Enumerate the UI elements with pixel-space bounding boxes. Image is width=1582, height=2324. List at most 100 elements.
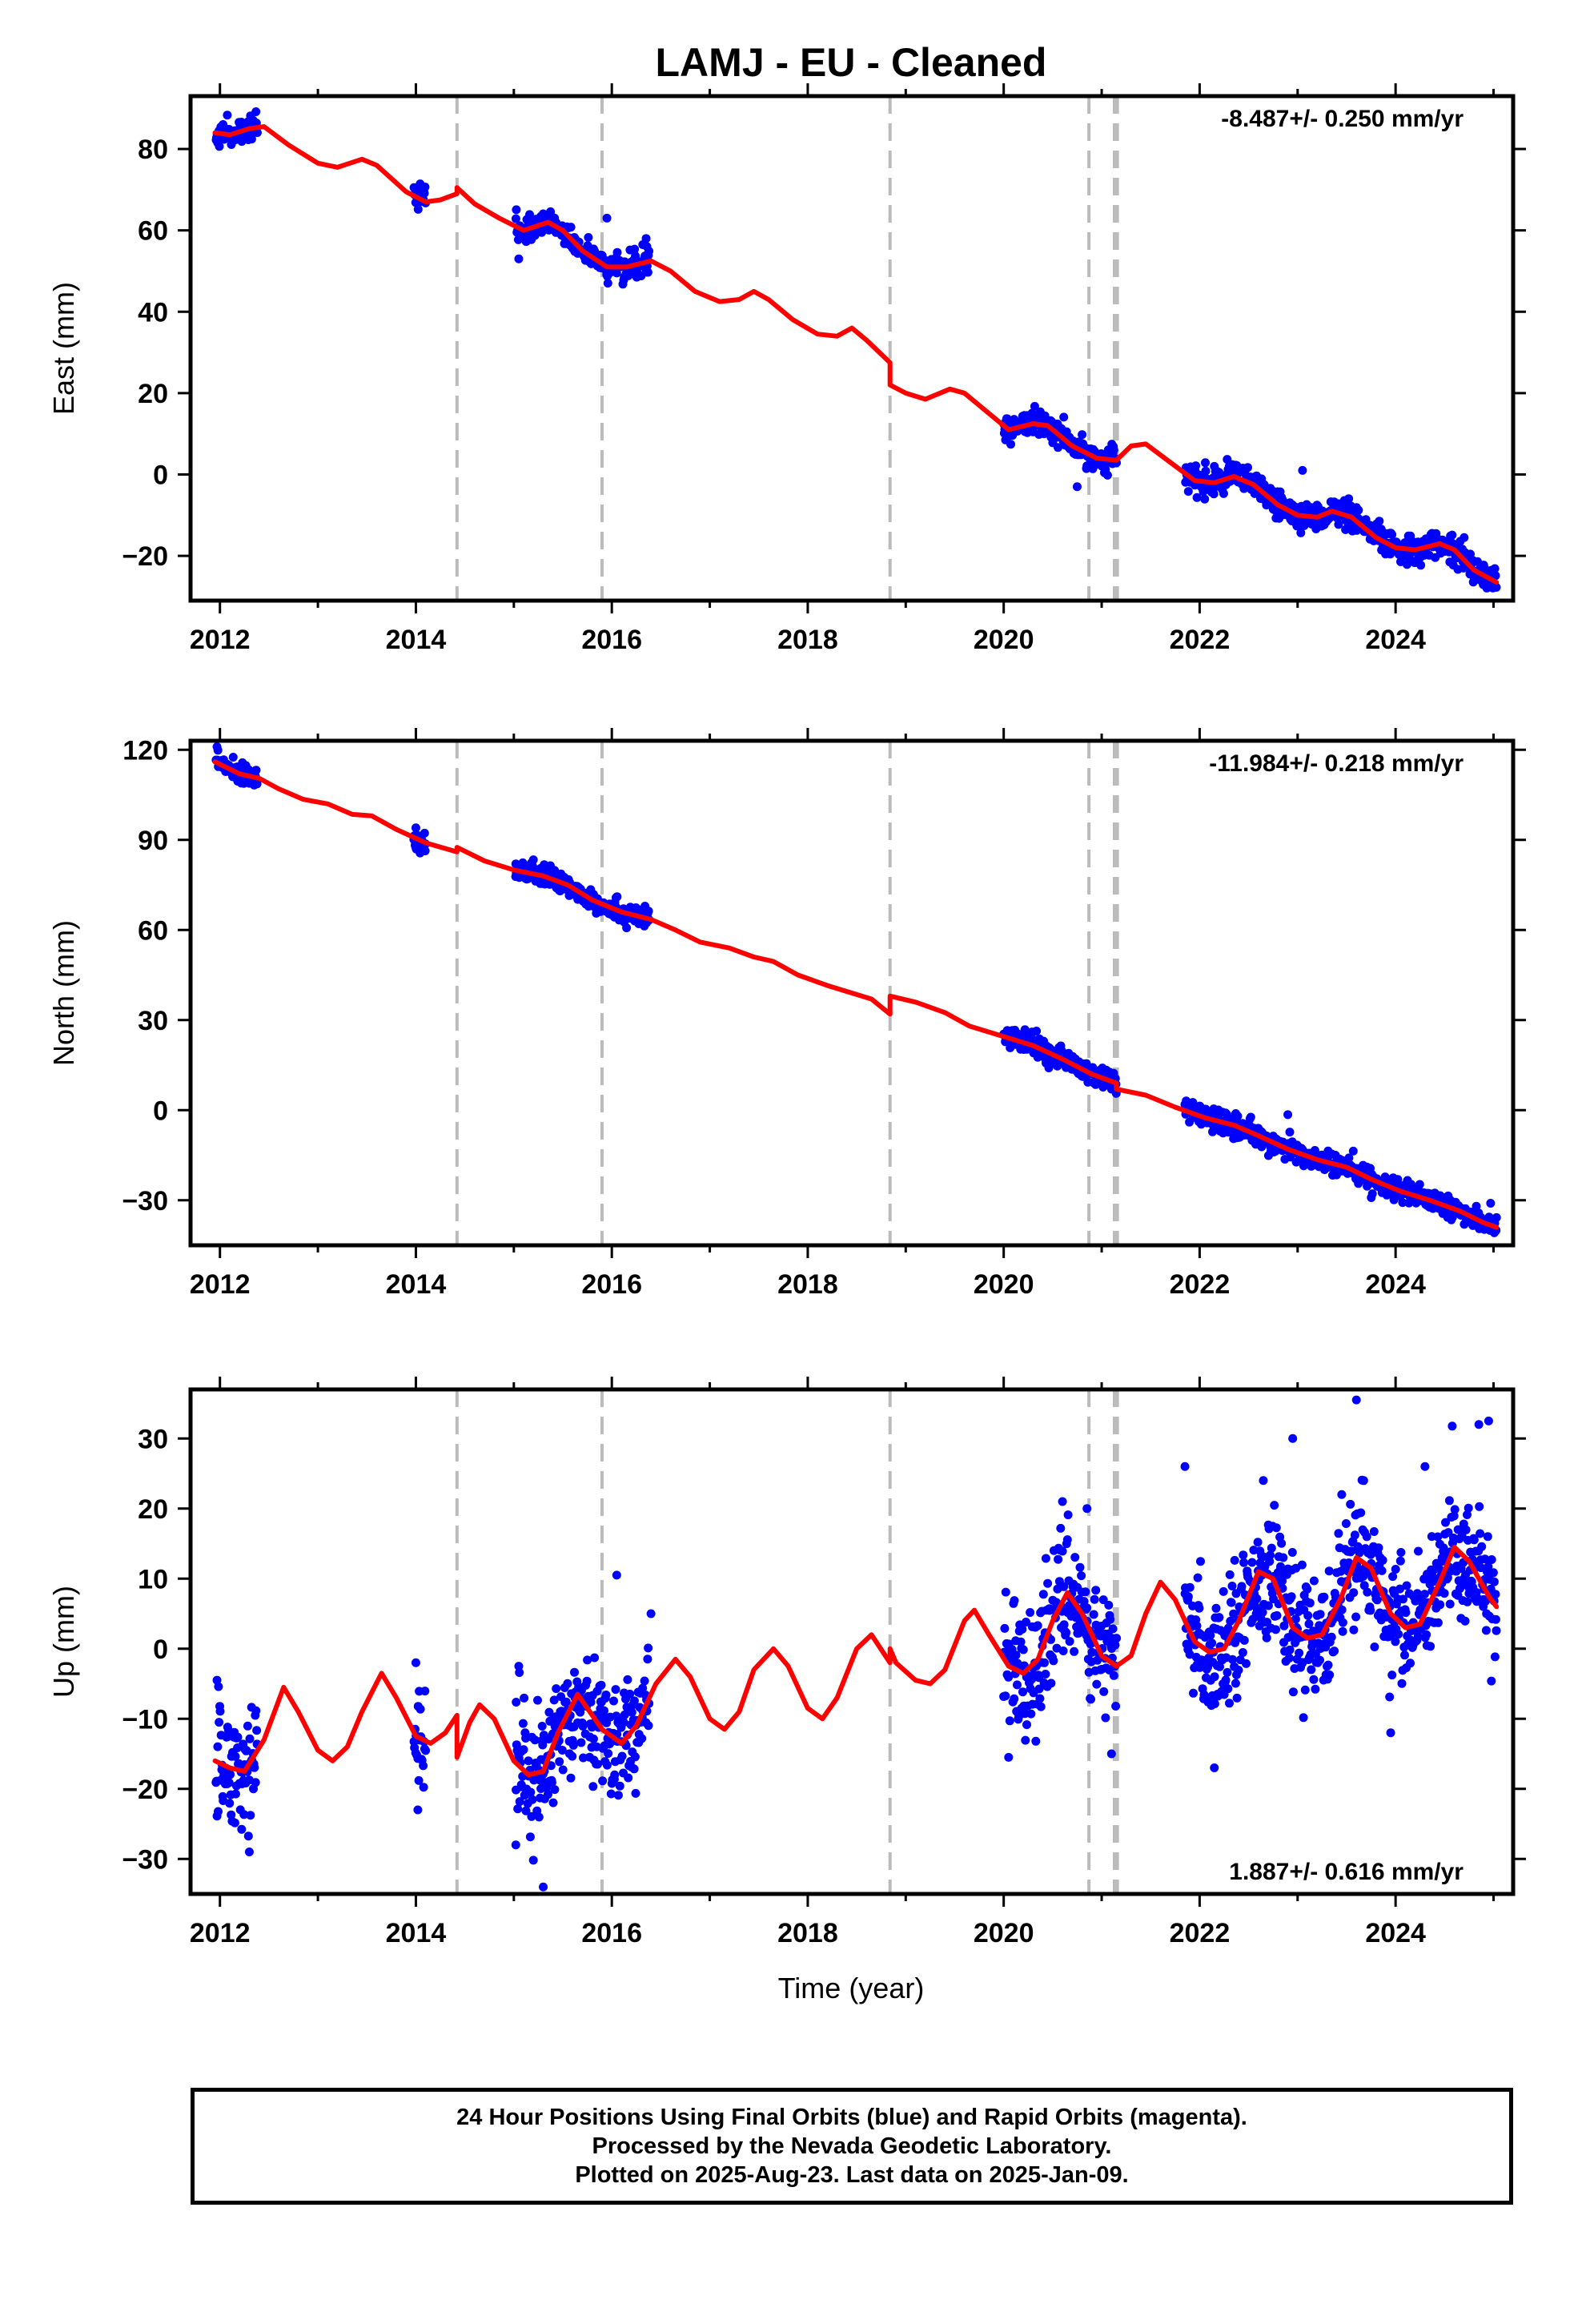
data-point bbox=[1354, 505, 1363, 515]
data-point bbox=[629, 1764, 639, 1774]
data-point bbox=[1018, 1645, 1028, 1655]
data-point bbox=[215, 1718, 224, 1727]
data-point bbox=[1004, 1752, 1014, 1762]
data-point bbox=[1435, 1600, 1445, 1610]
data-point bbox=[598, 1776, 608, 1786]
x-tick-label: 2012 bbox=[190, 1269, 251, 1300]
up-y-axis-label: Up (mm) bbox=[47, 1586, 80, 1698]
y-tick-label: −30 bbox=[122, 1844, 168, 1875]
data-point bbox=[1464, 1503, 1473, 1513]
x-tick-label: 2024 bbox=[1365, 1918, 1426, 1948]
data-point bbox=[1363, 1587, 1372, 1597]
data-point bbox=[561, 1697, 571, 1707]
data-point bbox=[1285, 1128, 1295, 1137]
data-point bbox=[643, 1655, 652, 1664]
data-point bbox=[622, 923, 632, 933]
data-point bbox=[1367, 1189, 1377, 1199]
data-point bbox=[543, 1790, 552, 1799]
data-point bbox=[1359, 1581, 1369, 1590]
data-point bbox=[613, 1791, 623, 1800]
data-point bbox=[555, 1757, 564, 1767]
data-point bbox=[588, 1782, 598, 1791]
data-point bbox=[546, 1761, 556, 1771]
data-point bbox=[1420, 1462, 1430, 1471]
data-point bbox=[1111, 1702, 1121, 1711]
data-point bbox=[1092, 1679, 1102, 1689]
data-point bbox=[252, 1726, 262, 1735]
data-point bbox=[1287, 1548, 1297, 1557]
x-tick-label: 2014 bbox=[386, 1269, 447, 1300]
data-point bbox=[538, 1740, 548, 1750]
x-tick-label: 2016 bbox=[581, 1269, 642, 1300]
data-point bbox=[413, 204, 423, 214]
data-point bbox=[643, 267, 652, 277]
data-point bbox=[1491, 1614, 1500, 1624]
data-point bbox=[617, 1751, 627, 1761]
data-point bbox=[1258, 1607, 1267, 1617]
data-point bbox=[1480, 1554, 1490, 1564]
data-point bbox=[638, 1683, 648, 1693]
data-point bbox=[1272, 1610, 1282, 1620]
y-tick-label: 90 bbox=[138, 826, 168, 856]
x-tick-label: 2018 bbox=[777, 625, 838, 655]
data-point bbox=[1239, 1558, 1249, 1567]
data-point bbox=[1344, 1153, 1354, 1163]
data-point bbox=[1070, 1647, 1079, 1656]
data-point bbox=[624, 1773, 633, 1783]
east-data-layer bbox=[211, 107, 1501, 593]
x-tick-label: 2016 bbox=[581, 625, 642, 655]
data-point bbox=[1395, 1556, 1405, 1566]
data-point bbox=[1351, 1395, 1361, 1405]
data-point bbox=[563, 1679, 572, 1688]
data-point bbox=[420, 828, 429, 838]
data-point bbox=[1474, 1420, 1484, 1429]
x-tick-label: 2022 bbox=[1170, 625, 1231, 655]
data-point bbox=[421, 1746, 431, 1755]
y-tick-label: 60 bbox=[138, 216, 168, 247]
data-point bbox=[610, 1770, 620, 1779]
data-point bbox=[1369, 1527, 1379, 1536]
data-point bbox=[1079, 1597, 1089, 1606]
data-point bbox=[1219, 489, 1228, 498]
data-point bbox=[1309, 1675, 1319, 1684]
data-point bbox=[644, 907, 653, 916]
data-point bbox=[1341, 1519, 1351, 1528]
data-point bbox=[1380, 1172, 1390, 1182]
data-point bbox=[1223, 1623, 1233, 1633]
data-point bbox=[514, 1662, 524, 1671]
data-point bbox=[1098, 1595, 1108, 1605]
data-point bbox=[251, 1706, 261, 1715]
data-point bbox=[1288, 1433, 1298, 1443]
data-point bbox=[537, 1722, 547, 1731]
data-point bbox=[1104, 1600, 1114, 1610]
east-rate-label: -8.487+/- 0.250 mm/yr bbox=[1221, 106, 1464, 132]
data-point bbox=[1419, 1590, 1429, 1599]
data-point bbox=[414, 1775, 424, 1785]
data-point bbox=[1101, 1713, 1110, 1723]
data-point bbox=[1086, 1695, 1095, 1704]
data-point bbox=[1492, 582, 1501, 592]
data-point bbox=[1279, 1621, 1289, 1630]
data-point bbox=[1225, 1570, 1235, 1579]
footer-line-1: 24 Hour Positions Using Final Orbits (bl… bbox=[456, 2105, 1247, 2130]
data-point bbox=[225, 1799, 235, 1808]
data-point bbox=[1231, 1679, 1240, 1688]
data-point bbox=[1362, 1532, 1371, 1542]
data-point bbox=[1461, 1525, 1471, 1534]
data-point bbox=[1287, 1592, 1296, 1602]
data-point bbox=[1040, 1658, 1049, 1667]
data-point bbox=[1449, 1511, 1459, 1521]
data-point bbox=[1315, 1655, 1324, 1665]
data-point bbox=[1319, 1592, 1329, 1602]
data-point bbox=[1299, 1713, 1308, 1723]
data-point bbox=[611, 1685, 620, 1695]
data-point bbox=[1192, 493, 1202, 502]
data-point bbox=[558, 1765, 568, 1775]
data-point bbox=[547, 1778, 556, 1787]
data-point bbox=[612, 1570, 621, 1580]
data-point bbox=[1106, 1614, 1115, 1624]
data-point bbox=[247, 135, 256, 144]
data-point bbox=[1041, 1670, 1050, 1679]
data-point bbox=[606, 1789, 616, 1799]
east-panel: 2012 2014 2016 2018 2020 2022 2024 −20 0 20 40 60 80… bbox=[47, 83, 1526, 655]
